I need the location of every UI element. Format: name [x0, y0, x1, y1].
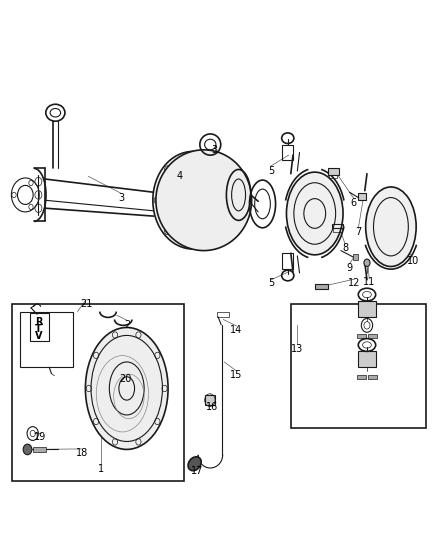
Bar: [282, 144, 293, 160]
Text: 10: 10: [406, 256, 419, 266]
Text: 5: 5: [268, 166, 274, 176]
Bar: [328, 168, 339, 175]
Text: 1: 1: [99, 464, 105, 474]
Text: 3: 3: [118, 192, 124, 203]
Bar: [358, 193, 366, 200]
Text: 7: 7: [355, 227, 361, 237]
Text: 2: 2: [124, 320, 131, 330]
Bar: [291, 304, 426, 428]
Text: V: V: [35, 331, 42, 341]
Bar: [12, 304, 184, 481]
Text: 13: 13: [291, 344, 304, 354]
Circle shape: [23, 444, 32, 455]
Bar: [30, 313, 49, 341]
Text: 11: 11: [363, 277, 375, 287]
Ellipse shape: [85, 327, 168, 449]
Text: 18: 18: [76, 448, 88, 458]
Circle shape: [153, 151, 233, 249]
Ellipse shape: [188, 457, 201, 471]
Text: 15: 15: [230, 370, 243, 380]
Ellipse shape: [286, 172, 343, 255]
Text: 3: 3: [212, 145, 218, 155]
Text: 17: 17: [191, 466, 203, 475]
Bar: [368, 334, 377, 338]
Bar: [358, 351, 376, 367]
Bar: [315, 284, 328, 289]
Bar: [357, 334, 366, 338]
Text: 21: 21: [80, 298, 92, 309]
Bar: [20, 312, 73, 367]
Bar: [332, 224, 343, 228]
Ellipse shape: [366, 187, 416, 266]
Bar: [329, 175, 337, 178]
Text: 9: 9: [346, 263, 353, 272]
Bar: [33, 447, 46, 451]
Text: 16: 16: [206, 402, 219, 412]
Text: 12: 12: [348, 278, 360, 288]
Ellipse shape: [156, 150, 252, 251]
Bar: [368, 375, 377, 379]
Text: 5: 5: [268, 278, 274, 288]
Text: T: T: [35, 324, 42, 334]
Text: 19: 19: [35, 432, 47, 442]
Bar: [358, 301, 376, 317]
Bar: [353, 254, 358, 260]
Text: 20: 20: [119, 374, 131, 384]
Text: R: R: [35, 317, 42, 327]
Bar: [217, 312, 229, 317]
Text: 4: 4: [177, 172, 183, 181]
Text: 6: 6: [351, 198, 357, 208]
Bar: [205, 395, 215, 406]
Circle shape: [364, 259, 370, 266]
Bar: [357, 375, 366, 379]
Bar: [282, 253, 293, 269]
Text: 14: 14: [230, 325, 243, 335]
Bar: [333, 228, 342, 232]
Text: 8: 8: [342, 243, 348, 253]
